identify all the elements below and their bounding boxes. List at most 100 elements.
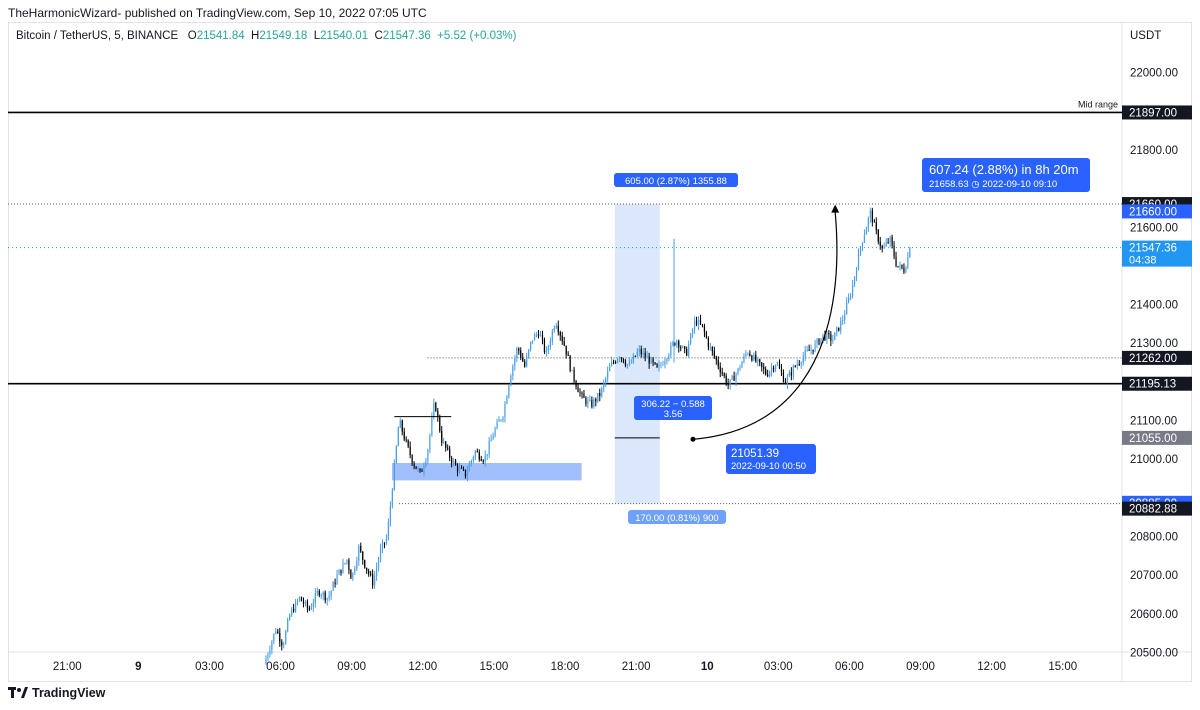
candle-body-22[interactable] (308, 607, 311, 610)
candle-body-95[interactable] (452, 460, 455, 463)
candle-body-225[interactable] (709, 346, 711, 348)
candle-body-123[interactable] (508, 385, 510, 397)
candle-body-289[interactable] (836, 327, 838, 333)
candle-body-54[interactable] (372, 574, 374, 586)
candle-body-173[interactable] (607, 371, 609, 379)
candle-body-0[interactable] (265, 658, 267, 664)
candle-body-49[interactable] (362, 551, 364, 560)
candle-body-3[interactable] (271, 641, 273, 651)
candle-body-157[interactable] (575, 381, 577, 388)
candle-body-99[interactable] (460, 467, 463, 469)
candle-body-89[interactable] (441, 430, 443, 443)
candle-body-72[interactable] (407, 440, 409, 447)
candlestick-chart[interactable]: Mid range 605.00 (2.87%) 1355.88 170.00 (0… (8, 22, 1192, 682)
candle-body-79[interactable] (421, 470, 423, 472)
candle-body-276[interactable] (810, 349, 812, 351)
candle-body-83[interactable] (429, 434, 431, 450)
candle-body-57[interactable] (377, 559, 380, 568)
candle-body-53[interactable] (370, 573, 372, 575)
candle-body-249[interactable] (757, 359, 759, 362)
candle-body-183[interactable] (626, 364, 629, 366)
candle-body-5[interactable] (275, 631, 277, 634)
candle-body-2[interactable] (269, 650, 271, 655)
candle-body-261[interactable] (780, 368, 783, 373)
candle-body-6[interactable] (277, 631, 279, 633)
candle-body-136[interactable] (533, 334, 536, 341)
candle-body-239[interactable] (737, 368, 739, 374)
candle-body-36[interactable] (336, 574, 338, 584)
candle-body-98[interactable] (458, 467, 461, 472)
candle-body-324[interactable] (905, 267, 907, 273)
candle-body-29[interactable] (322, 592, 324, 596)
candle-body-187[interactable] (634, 355, 636, 357)
candle-body-161[interactable] (583, 393, 585, 398)
candle-body-236[interactable] (731, 375, 733, 380)
candle-body-302[interactable] (861, 242, 864, 247)
candle-body-17[interactable] (298, 596, 301, 601)
candle-body-278[interactable] (814, 343, 816, 352)
candle-body-18[interactable] (300, 596, 303, 602)
candle-body-190[interactable] (640, 349, 642, 355)
candle-body-243[interactable] (745, 353, 747, 356)
candle-body-195[interactable] (650, 358, 652, 364)
candle-body-11[interactable] (287, 619, 289, 632)
candle-body-193[interactable] (646, 356, 648, 358)
candle-body-156[interactable] (573, 369, 575, 382)
candle-body-275[interactable] (808, 349, 810, 351)
arc-start-point[interactable] (690, 436, 696, 442)
candle-body-76[interactable] (415, 466, 417, 469)
candle-body-280[interactable] (818, 339, 820, 345)
candle-body-141[interactable] (543, 339, 546, 352)
candle-body-154[interactable] (569, 355, 571, 371)
candle-body-271[interactable] (800, 362, 802, 365)
candle-body-228[interactable] (715, 356, 717, 361)
candle-body-38[interactable] (340, 569, 342, 573)
candle-body-65[interactable] (393, 462, 395, 491)
candle-body-160[interactable] (581, 392, 583, 394)
candle-body-88[interactable] (439, 416, 441, 431)
candle-body-175[interactable] (611, 362, 613, 366)
candle-body-19[interactable] (302, 601, 305, 604)
candle-body-134[interactable] (530, 341, 532, 350)
candle-body-217[interactable] (693, 320, 696, 331)
candle-body-82[interactable] (427, 449, 429, 461)
candle-body-252[interactable] (763, 366, 765, 370)
candle-body-285[interactable] (828, 332, 830, 335)
range-bottom-label-box[interactable] (628, 510, 726, 524)
candle-body-42[interactable] (348, 559, 350, 570)
candle-body-164[interactable] (589, 400, 591, 402)
candle-body-230[interactable] (719, 366, 721, 373)
candle-body-189[interactable] (638, 349, 640, 352)
candle-body-208[interactable] (676, 340, 678, 346)
candle-body-296[interactable] (849, 295, 852, 298)
candle-body-142[interactable] (545, 349, 548, 352)
candle-body-318[interactable] (893, 245, 895, 257)
candle-body-206[interactable] (672, 342, 674, 345)
candle-body-191[interactable] (642, 352, 644, 355)
candle-body-86[interactable] (435, 402, 437, 412)
candle-body-138[interactable] (537, 334, 540, 337)
candle-body-308[interactable] (873, 221, 875, 223)
candle-body-62[interactable] (387, 522, 390, 538)
range-top-label-box[interactable] (614, 173, 738, 187)
candle-body-148[interactable] (557, 325, 559, 333)
candle-body-27[interactable] (318, 590, 320, 596)
candle-body-177[interactable] (614, 362, 617, 364)
candle-body-306[interactable] (869, 210, 871, 219)
candle-body-258[interactable] (774, 365, 777, 370)
demand-zone-rect[interactable] (391, 463, 582, 481)
candle-body-21[interactable] (306, 601, 309, 608)
candle-body-59[interactable] (381, 542, 384, 549)
candle-body-128[interactable] (518, 348, 520, 351)
candle-body-323[interactable] (903, 267, 905, 273)
candle-body-282[interactable] (822, 334, 824, 339)
candle-body-119[interactable] (500, 419, 502, 421)
candle-body-326[interactable] (909, 247, 911, 258)
candle-body-132[interactable] (526, 356, 528, 367)
candle-body-33[interactable] (330, 590, 332, 596)
candle-body-118[interactable] (498, 420, 500, 422)
candle-body-298[interactable] (853, 276, 856, 285)
candle-body-199[interactable] (658, 364, 660, 368)
candle-body-167[interactable] (595, 399, 597, 402)
candle-body-307[interactable] (871, 210, 873, 222)
